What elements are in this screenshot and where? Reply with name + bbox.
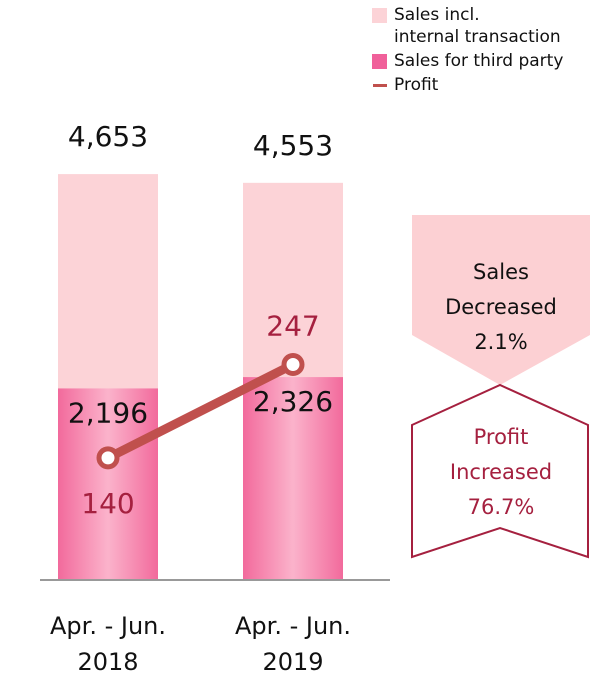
bar — [243, 377, 343, 580]
value-label: 2,196 — [68, 396, 148, 429]
legend-swatch — [373, 84, 387, 87]
legend-label: Profit — [394, 75, 439, 95]
bar — [58, 388, 158, 580]
legend-item: Sales incl. internal transaction — [372, 4, 563, 48]
annotation: Profit Increased 76.7% — [449, 425, 553, 519]
profit-point — [96, 446, 120, 470]
profit-point — [281, 353, 305, 377]
annotation: Sales Decreased 2.1% — [445, 260, 557, 354]
legend-swatch — [372, 54, 387, 69]
plot: 4,653 4,553 2,196 2,326 140 247 — [40, 120, 390, 581]
value-label: 247 — [266, 310, 319, 343]
profit-line — [103, 360, 298, 463]
profit-arrow — [411, 383, 589, 559]
legend: Sales incl. internal transaction Sales fo… — [372, 4, 563, 98]
value-label: 4,653 — [68, 120, 148, 153]
x-tick-label: Apr. - Jun. 2018 — [50, 612, 166, 676]
legend-item: Profit — [372, 74, 563, 96]
value-label: 2,326 — [253, 385, 333, 418]
legend-label: Sales for third party — [394, 51, 564, 71]
x-tick-label: Apr. - Jun. 2019 — [235, 612, 351, 676]
legend-label: Sales incl. internal transaction — [394, 5, 561, 47]
sales-arrow — [412, 215, 590, 385]
legend-swatch — [372, 8, 387, 23]
value-label: 140 — [81, 487, 134, 520]
legend-item: Sales for third party — [372, 50, 563, 72]
value-label: 4,553 — [253, 129, 333, 162]
